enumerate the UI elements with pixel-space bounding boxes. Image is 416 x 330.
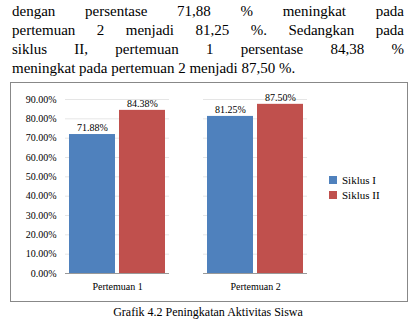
svg-text:60.00%: 60.00%	[26, 152, 57, 163]
svg-text:0.00%: 0.00%	[31, 268, 57, 279]
html-text:Siklus II: Siklus II	[342, 189, 380, 201]
html-text:Grafik 4.2 Peningkatan Aktivit: Grafik 4.2 Peningkatan Aktivitas Siswa	[113, 305, 303, 319]
svg-text:90.00%: 90.00%	[26, 94, 57, 105]
svg-text:80.00%: 80.00%	[26, 113, 57, 124]
svg-text:50.00%: 50.00%	[26, 171, 57, 182]
svg-text:70.00%: 70.00%	[26, 132, 57, 143]
html-text:pertemuan 2 menjadi 81,25 %. S: pertemuan 2 menjadi 81,25 %. Sedangkan p…	[12, 22, 404, 38]
svg-text:20.00%: 20.00%	[26, 229, 57, 240]
svg-text:Pertemuan 2: Pertemuan 2	[230, 281, 280, 292]
html-text:Siklus I: Siklus I	[342, 174, 376, 186]
html-text:siklus II, pertemuan 1 persent: siklus II, pertemuan 1 persentase 84,38 …	[12, 41, 404, 57]
svg-text:10.00%: 10.00%	[26, 248, 57, 259]
svg-text:40.00%: 40.00%	[26, 190, 57, 201]
svg-text:87.50%: 87.50%	[265, 92, 296, 103]
svg-text:30.00%: 30.00%	[26, 210, 57, 221]
svg-text:84.38%: 84.38%	[127, 98, 158, 109]
svg-text:71.88%: 71.88%	[77, 122, 108, 133]
html-text:dengan persentase 71,88 % meni: dengan persentase 71,88 % meningkat pada	[12, 3, 404, 19]
svg-text:81.25%: 81.25%	[215, 104, 246, 115]
html-text:meningkat pada pertemuan 2 men: meningkat pada pertemuan 2 menjadi 87,50…	[12, 60, 296, 76]
svg-text:Pertemuan 1: Pertemuan 1	[92, 281, 142, 292]
